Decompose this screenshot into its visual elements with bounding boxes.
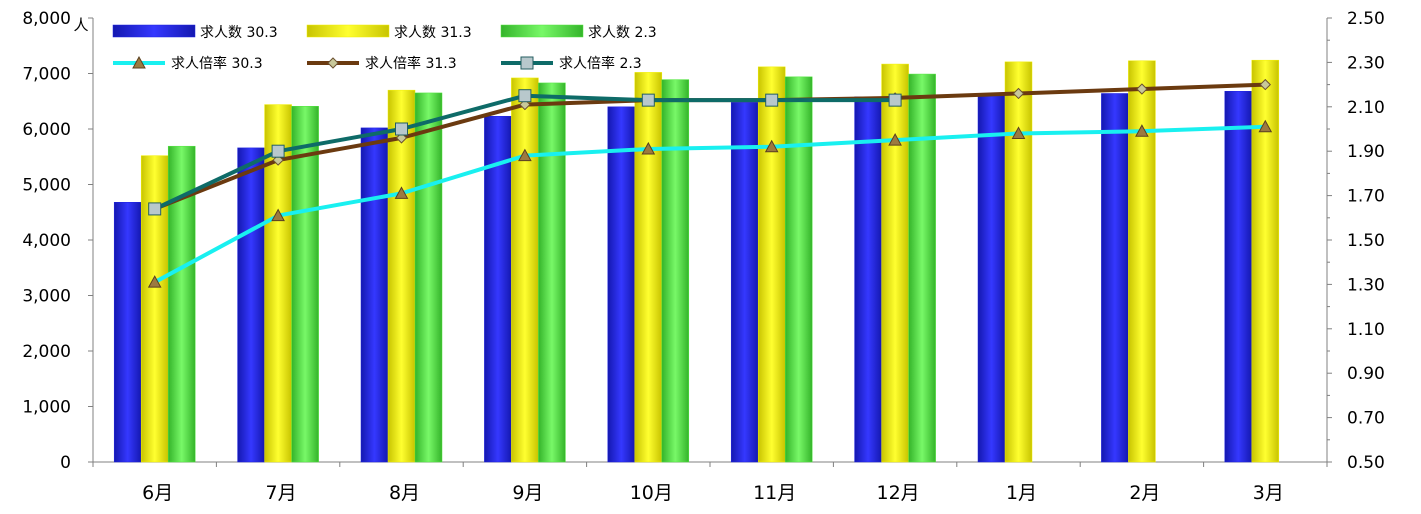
point-marker [147, 275, 162, 288]
legend-label: 求人数 31.3 [394, 25, 472, 41]
series-line [153, 124, 1266, 284]
point-marker [888, 133, 902, 146]
left-tick-label: 3,000 [22, 287, 71, 307]
left-tick-label: 8,000 [22, 9, 71, 29]
point-marker [271, 144, 285, 158]
point-marker [395, 122, 408, 136]
legend: 求人数 30.3 求人数 31.3 求人数 2.3 求人倍率 30.3 求人倍率 31.… [112, 24, 657, 72]
right-tick-label: 0.90 [1347, 364, 1385, 384]
legend-label: 求人倍率 30.3 [171, 55, 263, 72]
left-tick-label: 1,000 [22, 398, 71, 418]
point-marker [132, 55, 146, 69]
point-marker [520, 56, 534, 70]
right-tick-label: 0.70 [1347, 409, 1385, 429]
x-tick-label: 3月 [1253, 482, 1284, 504]
axes: 0 1,000 2,000 3,000 4,000 5,000 6,000 7,000 8,00… [22, 9, 1385, 504]
bar [511, 77, 539, 463]
legend-swatch [500, 24, 584, 38]
legend-swatch [306, 24, 390, 38]
point-marker [394, 186, 409, 199]
bar [1101, 93, 1129, 463]
bar [757, 66, 786, 463]
point-marker [641, 141, 656, 155]
bar [387, 89, 416, 463]
x-tick-label: 6月 [142, 482, 173, 504]
right-tick-label: 2.30 [1347, 53, 1385, 73]
legend-label: 求人倍率 31.3 [365, 55, 457, 72]
x-tick-label: 2月 [1129, 482, 1160, 504]
point-marker [1135, 124, 1149, 137]
left-tick-label: 2,000 [22, 342, 71, 362]
point-marker [765, 93, 779, 107]
left-tick-label: 4,000 [22, 231, 71, 251]
point-marker [327, 57, 339, 69]
legend-label: 求人数 2.3 [588, 25, 657, 41]
legend-swatch [112, 24, 196, 38]
bar [607, 106, 636, 463]
left-tick-label: 7,000 [22, 65, 71, 85]
bar [977, 95, 1006, 463]
bar [538, 82, 566, 463]
point-marker [1259, 78, 1272, 91]
bar [237, 147, 265, 463]
bar [634, 72, 663, 463]
point-marker [764, 139, 779, 153]
bar [484, 115, 512, 463]
right-tick-label: 1.30 [1347, 275, 1385, 295]
x-tick-label: 9月 [512, 482, 543, 504]
left-tick-label: 6,000 [22, 120, 71, 140]
bar [140, 155, 169, 463]
right-tick-label: 1.90 [1347, 142, 1385, 162]
left-tick-label: 0 [60, 453, 71, 473]
bar [730, 102, 759, 463]
x-tick-label: 8月 [389, 482, 420, 504]
bar [1004, 61, 1033, 463]
right-tick-label: 1.70 [1347, 187, 1385, 207]
bar [908, 73, 936, 463]
bar [881, 63, 909, 463]
point-marker [1136, 83, 1148, 95]
point-marker [518, 148, 532, 162]
right-tick-label: 1.10 [1347, 320, 1385, 340]
point-marker [518, 89, 532, 103]
right-tick-label: 1.50 [1347, 231, 1385, 251]
point-marker [1012, 87, 1025, 100]
bar [360, 127, 389, 463]
bars [113, 59, 1280, 463]
bar [1224, 91, 1253, 463]
x-tick-label: 12月 [877, 482, 920, 504]
x-tick-label: 10月 [630, 482, 673, 504]
left-tick-label: 5,000 [22, 176, 71, 196]
point-marker [148, 202, 162, 216]
x-tick-label: 11月 [753, 482, 796, 504]
point-marker [641, 93, 655, 107]
point-marker [1258, 119, 1273, 133]
legend-label: 求人数 30.3 [200, 25, 278, 41]
bar [113, 202, 142, 463]
bar [1128, 60, 1156, 463]
point-marker [888, 93, 902, 107]
right-tick-label: 2.10 [1347, 98, 1385, 118]
left-axis-unit: 人 [73, 16, 88, 34]
legend-label: 求人倍率 2.3 [559, 55, 642, 72]
lines [147, 78, 1273, 288]
bar [291, 105, 319, 463]
x-tick-label: 7月 [266, 482, 297, 504]
right-tick-label: 2.50 [1347, 9, 1385, 29]
x-tick-label: 1月 [1006, 482, 1037, 504]
bar [661, 79, 690, 463]
point-marker [1011, 126, 1026, 139]
point-marker [271, 208, 285, 222]
bar [854, 96, 882, 463]
bar [414, 92, 443, 463]
bar [784, 76, 813, 463]
right-tick-label: 0.50 [1347, 453, 1385, 473]
